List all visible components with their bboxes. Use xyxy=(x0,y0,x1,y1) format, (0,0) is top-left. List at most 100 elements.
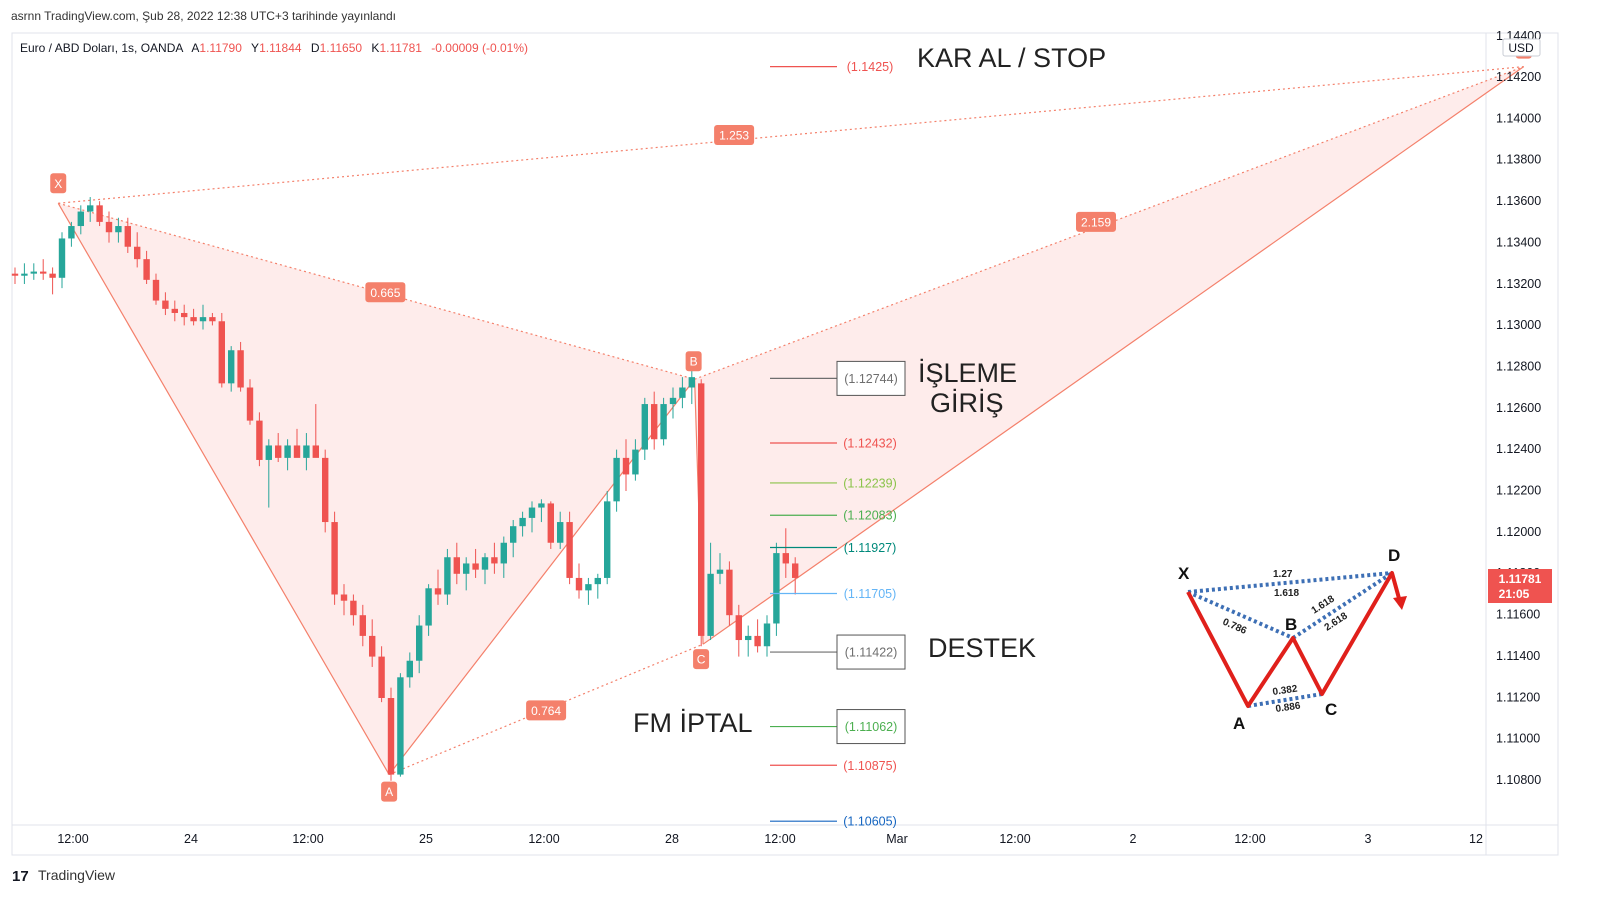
pattern-ratio-label: 1.253 xyxy=(719,128,749,142)
candle-body xyxy=(660,404,667,440)
candle-body xyxy=(115,226,122,233)
price-axis-label: 1.11600 xyxy=(1496,608,1540,622)
price-levels: (1.1425) (1.12744) (1.12432) (1.12239) (1.12… xyxy=(770,60,906,829)
price-axis-label: 1.13600 xyxy=(1496,194,1541,208)
footer-brand: TradingView xyxy=(38,867,116,883)
time-axis[interactable]: 12:00 24 12:00 25 12:00 28 12:00 Mar 12:00 2 12:00… xyxy=(57,832,1483,846)
candle-body xyxy=(444,557,451,595)
candle-body xyxy=(237,350,244,388)
candle-body xyxy=(181,312,188,318)
inset-dotted-ac xyxy=(1247,692,1323,708)
pattern-point-label: C xyxy=(697,653,706,667)
candle-body xyxy=(745,635,752,641)
candle-body xyxy=(613,457,620,502)
candle-body xyxy=(190,317,197,322)
tradingview-logo[interactable]: 17 TradingView xyxy=(12,867,116,885)
price-axis-label: 1.12600 xyxy=(1496,401,1541,415)
candle-body xyxy=(679,387,686,398)
candle-body xyxy=(11,273,19,276)
pattern-point-badge xyxy=(50,173,67,194)
current-price-badge xyxy=(1488,569,1552,603)
candle-body xyxy=(688,377,695,388)
candle-body xyxy=(782,553,789,564)
candle-body xyxy=(209,317,216,322)
inset-dotted-xd xyxy=(1187,571,1393,594)
candle-body xyxy=(21,273,28,276)
candle-body xyxy=(491,557,498,564)
candle-body xyxy=(557,522,564,543)
time-axis-label: 25 xyxy=(419,832,433,846)
candle-body xyxy=(397,677,404,775)
price-axis-label: 1.10800 xyxy=(1496,773,1541,787)
candle-body xyxy=(124,226,131,247)
candle-body xyxy=(105,221,113,233)
legend-high-label: Y xyxy=(251,41,259,55)
candle-body xyxy=(49,273,56,278)
inset-label-d: D xyxy=(1388,546,1400,565)
candle-body xyxy=(350,600,357,616)
candle-body xyxy=(510,526,517,543)
legend-open: 1.11790 xyxy=(199,41,242,55)
price-axis-label: 1.14000 xyxy=(1496,111,1541,125)
candle-body xyxy=(651,404,658,440)
time-axis-label: 12:00 xyxy=(999,832,1030,846)
candle-body xyxy=(716,569,724,574)
candle-body xyxy=(763,623,771,647)
candle-body xyxy=(632,449,639,475)
candle-body xyxy=(622,457,630,475)
level-value: (1.11705) xyxy=(844,587,897,601)
inset-pattern-diagram: X A B C D 1.27 1.618 0.786 1.618 2.618 0… xyxy=(1178,546,1407,733)
candle-body xyxy=(87,205,94,212)
candle-body xyxy=(735,615,742,641)
plot-frame xyxy=(11,32,1559,856)
inset-ratio-ac-2: 0.886 xyxy=(1275,701,1302,715)
candle-body xyxy=(641,404,648,450)
time-axis-label: 12:00 xyxy=(528,832,559,846)
tradingview-logo-icon: 17 xyxy=(12,868,29,885)
annotation-take-profit: KAR AL / STOP xyxy=(917,43,1106,73)
price-axis[interactable]: 1.144001.142001.140001.138001.136001.134… xyxy=(1496,29,1541,787)
candle-body xyxy=(528,507,536,518)
current-price-countdown: 21:05 xyxy=(1499,587,1530,601)
inset-label-x: X xyxy=(1178,564,1190,583)
pattern-triangle-bcd xyxy=(694,66,1524,645)
annotation-cancel: FM İPTAL xyxy=(633,707,753,738)
legend-change: -0.00009 (-0.01%) xyxy=(431,41,528,55)
pattern-point-badge xyxy=(693,649,710,670)
candle-body xyxy=(773,553,780,624)
candle-body xyxy=(594,577,601,585)
inset-label-c: C xyxy=(1325,700,1337,719)
pattern-ratio-labels: 1.253 0.665 2.159 0.764 xyxy=(365,124,1116,721)
candle-body xyxy=(359,615,366,636)
candle-body xyxy=(40,271,47,274)
inset-dotted-xb xyxy=(1187,590,1294,640)
legend-low-label: D xyxy=(311,41,320,55)
candle-body xyxy=(265,445,272,460)
candle-body xyxy=(322,457,329,523)
pattern-diag-ac xyxy=(388,643,704,776)
candle-body xyxy=(143,259,150,280)
inset-label-a: A xyxy=(1233,714,1245,733)
candle-body xyxy=(30,271,37,274)
time-axis-label: 12:00 xyxy=(292,832,323,846)
inset-ratio-xb: 0.786 xyxy=(1221,617,1249,637)
time-axis-label: 3 xyxy=(1365,832,1372,846)
candle-body xyxy=(481,557,489,570)
candle-body xyxy=(698,383,705,636)
candle-body xyxy=(134,246,141,260)
candle-body xyxy=(77,211,84,227)
price-axis-label: 1.13000 xyxy=(1496,318,1541,332)
annotation-entry-1: İŞLEME xyxy=(918,357,1017,388)
annotation-support: DESTEK xyxy=(928,633,1036,663)
candle-body xyxy=(162,300,169,309)
pattern-point-label: A xyxy=(385,785,393,799)
pattern-point-badge xyxy=(685,351,702,372)
price-axis-label: 1.11400 xyxy=(1496,649,1540,663)
current-price-value: 1.11781 xyxy=(1499,572,1542,586)
candle-body xyxy=(378,656,385,698)
legend-close-label: K xyxy=(371,41,379,55)
price-axis-label: 1.12000 xyxy=(1496,525,1541,539)
candle-body xyxy=(293,445,301,458)
candle-body xyxy=(425,588,432,626)
